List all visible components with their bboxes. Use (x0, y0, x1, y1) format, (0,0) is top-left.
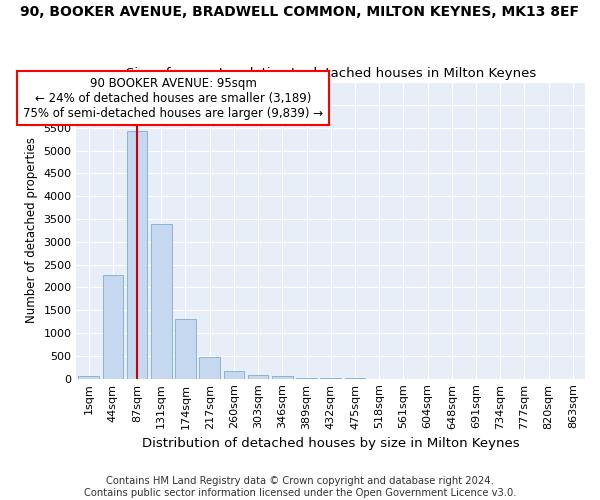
Bar (103, 275, 123, 378)
Text: 90, BOOKER AVENUE, BRADWELL COMMON, MILTON KEYNES, MK13 8EF: 90, BOOKER AVENUE, BRADWELL COMMON, MILT… (20, 5, 580, 19)
Bar (224, 372, 244, 378)
Bar (127, 131, 148, 378)
Y-axis label: Number of detached properties: Number of detached properties (25, 138, 38, 324)
Text: 90 BOOKER AVENUE: 95sqm
← 24% of detached houses are smaller (3,189)
75% of semi: 90 BOOKER AVENUE: 95sqm ← 24% of detache… (23, 76, 323, 120)
Bar (199, 357, 220, 378)
Bar (79, 376, 99, 378)
Bar (175, 319, 196, 378)
Bar (248, 375, 268, 378)
Text: Contains HM Land Registry data © Crown copyright and database right 2024.
Contai: Contains HM Land Registry data © Crown c… (84, 476, 516, 498)
Bar (151, 224, 172, 378)
Title: Size of property relative to detached houses in Milton Keynes: Size of property relative to detached ho… (125, 66, 536, 80)
X-axis label: Distribution of detached houses by size in Milton Keynes: Distribution of detached houses by size … (142, 437, 520, 450)
Bar (272, 376, 293, 378)
